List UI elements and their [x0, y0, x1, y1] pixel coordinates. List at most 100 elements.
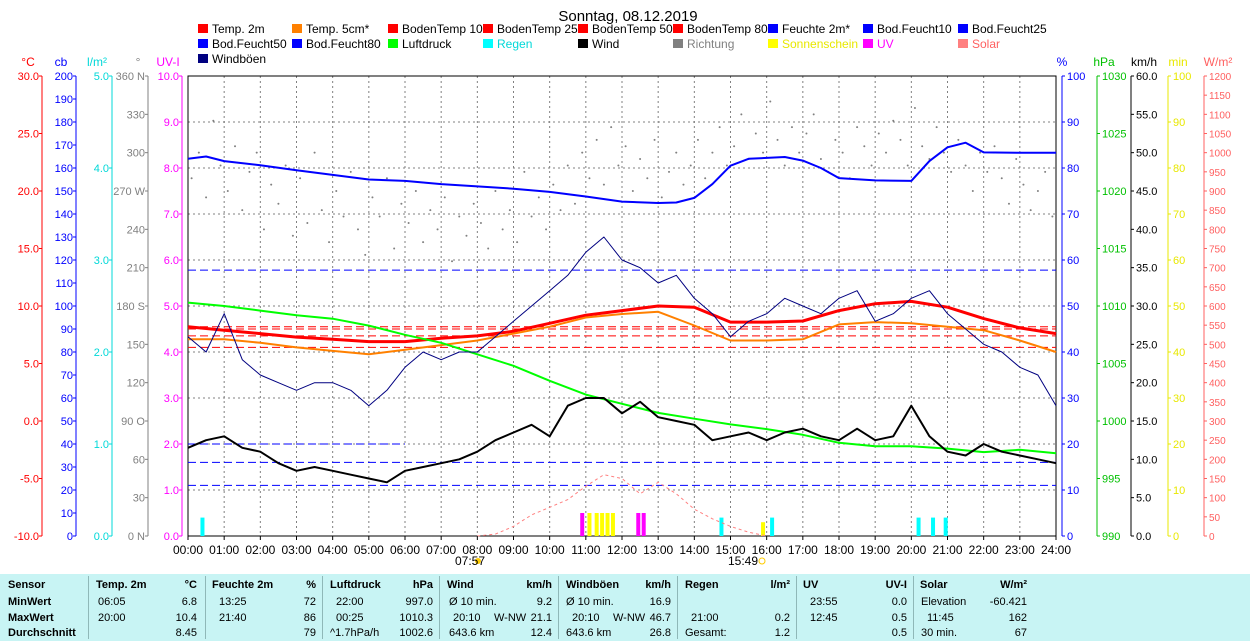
- solar-avg-label: 30 min.: [921, 627, 958, 639]
- solar-title: Solar: [920, 579, 948, 591]
- tick-label: 180 S: [116, 301, 145, 313]
- direction-point: [414, 190, 417, 192]
- direction-point: [1000, 177, 1003, 180]
- legend-swatch: [483, 39, 493, 48]
- tick-label: 0 N: [128, 531, 145, 543]
- direction-point: [783, 164, 786, 167]
- bar-regen: [916, 517, 921, 536]
- direction-point: [378, 215, 381, 218]
- axis-unit: km/h: [1131, 55, 1157, 69]
- wind-min-val: 9.2: [536, 596, 552, 608]
- legend-label: Windböen: [212, 52, 266, 66]
- direction-point: [957, 138, 960, 141]
- direction-point: [950, 170, 953, 173]
- direction-point: [349, 170, 352, 173]
- tick-label: 30.0: [18, 71, 39, 83]
- direction-point: [205, 196, 208, 199]
- tick-label: 10: [61, 508, 73, 520]
- direction-point: [270, 183, 273, 186]
- tick-label: 995: [1102, 474, 1120, 486]
- tick-label: 330: [127, 109, 145, 121]
- legend-swatch: [578, 24, 588, 33]
- temp-min-val: 6.8: [181, 596, 197, 608]
- tick-label: 20.0: [1136, 378, 1157, 390]
- tick-label: 400: [1209, 379, 1226, 390]
- tick-label: 70: [61, 370, 73, 382]
- stats-header: Sensor: [8, 579, 46, 591]
- legend-label: Solar: [972, 37, 1000, 51]
- tick-label: 60: [1067, 255, 1079, 267]
- direction-point: [602, 183, 605, 186]
- direction-point: [1036, 190, 1039, 192]
- tick-label: 600: [1209, 302, 1226, 313]
- axis-unit: l/m²: [87, 55, 107, 69]
- stats-pressure: Luftdruck hPa 22:00 997.0 00:25 1010.3 ^…: [322, 574, 439, 641]
- tick-label: 1000: [1209, 149, 1232, 160]
- x-tick-label: 24:00: [1041, 543, 1071, 557]
- direction-point: [1007, 202, 1010, 205]
- tick-label: -10.0: [14, 531, 39, 543]
- direction-point: [328, 241, 331, 244]
- right-axes: %1009080706050403020100hPa10301025102010…: [1057, 55, 1233, 543]
- legend-label: Wind: [592, 37, 619, 51]
- bar-regen: [770, 517, 775, 536]
- direction-point: [812, 113, 815, 116]
- direction-point: [1029, 209, 1032, 212]
- tick-label: 20: [61, 485, 73, 497]
- tick-label: 1030: [1102, 71, 1126, 83]
- tick-label: 1.0: [94, 439, 109, 451]
- hum-max-val: 86: [303, 612, 316, 624]
- direction-point: [913, 106, 916, 109]
- uv-max-val: 0.5: [891, 612, 907, 624]
- direction-point: [711, 151, 714, 154]
- tick-label: 10.0: [158, 71, 179, 83]
- direction-point: [740, 113, 743, 116]
- direction-point: [516, 241, 519, 244]
- tick-label: 850: [1209, 206, 1226, 217]
- gust-max-val: 46.7: [649, 612, 671, 624]
- sunset-label: 15:49: [728, 554, 758, 568]
- direction-point: [660, 196, 663, 199]
- direction-point: [986, 170, 989, 173]
- tick-label: -5.0: [20, 474, 39, 486]
- label-min: MinWert: [8, 596, 52, 608]
- tick-label: 30: [61, 462, 73, 474]
- tick-label: 20: [1173, 439, 1185, 451]
- x-tick-label: 12:00: [607, 543, 637, 557]
- sunset-icon: [758, 557, 766, 565]
- direction-point: [588, 177, 591, 180]
- direction-point: [436, 228, 439, 231]
- tick-label: 25.0: [18, 129, 39, 141]
- direction-point: [559, 209, 562, 212]
- legend-label: Bod.Feucht25: [972, 22, 1047, 36]
- tick-label: 40.0: [1136, 224, 1157, 236]
- axis-unit: hPa: [1093, 55, 1115, 69]
- tick-label: 15.0: [1136, 416, 1157, 428]
- direction-point: [552, 183, 555, 186]
- legend-swatch: [292, 24, 302, 33]
- tick-label: 15.0: [18, 244, 39, 256]
- direction-point: [790, 126, 793, 129]
- tick-label: 0: [67, 531, 73, 543]
- legend-label: BodenTemp 50: [592, 22, 673, 36]
- tick-label: 100: [1067, 71, 1085, 83]
- direction-point: [1022, 183, 1025, 186]
- press-title: Luftdruck: [330, 579, 381, 591]
- tick-label: 700: [1209, 264, 1226, 275]
- direction-point: [610, 126, 613, 129]
- direction-point: [798, 151, 801, 154]
- direction-point: [342, 215, 345, 218]
- bar-sonnenschein: [587, 513, 592, 536]
- tick-label: 40: [61, 439, 73, 451]
- uv-avg-val: 0.5: [891, 627, 907, 639]
- tick-label: 1.0: [164, 485, 179, 497]
- press-avg-label: ^1.7hPa/h: [330, 627, 380, 639]
- tick-label: 800: [1209, 225, 1226, 236]
- rain-avg-label: Gesamt:: [685, 627, 727, 639]
- solar-unit: W/m²: [1000, 579, 1027, 591]
- direction-point: [581, 151, 584, 154]
- tick-label: 200: [1209, 455, 1226, 466]
- direction-point: [190, 177, 193, 180]
- direction-point: [769, 100, 772, 103]
- direction-point: [979, 151, 982, 154]
